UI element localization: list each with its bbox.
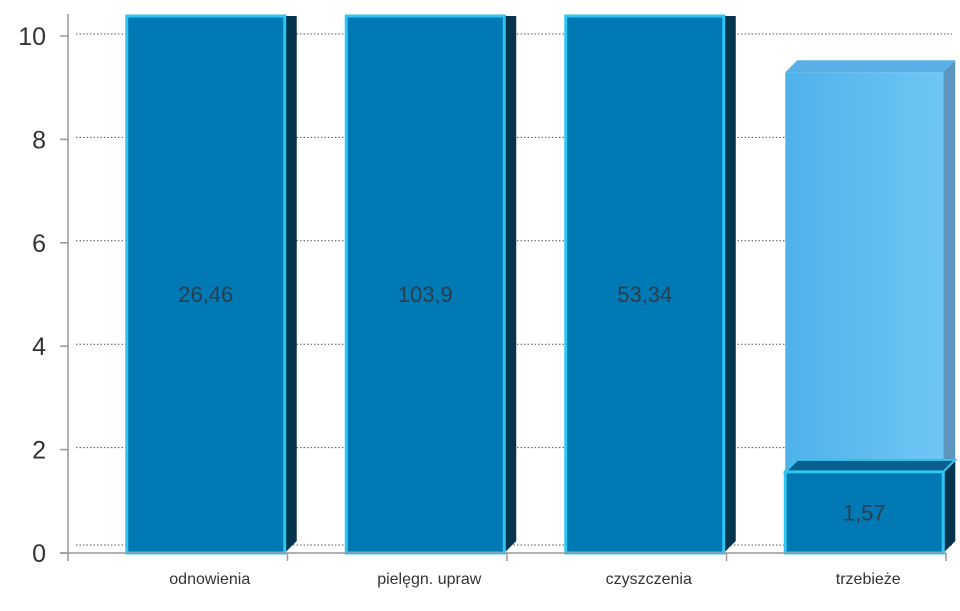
bar-top xyxy=(782,458,958,473)
bar-side xyxy=(284,16,297,553)
y-tick-label: 2 xyxy=(32,437,46,465)
data-label: 53,34 xyxy=(617,282,672,307)
x-tick-label: trzebieże xyxy=(836,571,901,588)
axes xyxy=(60,14,947,561)
labels: 26,46 odnowienia 103,9 pielęgn. upraw 53,34 c… xyxy=(18,23,901,588)
y-tick-label: 4 xyxy=(32,333,46,361)
bar xyxy=(783,470,945,555)
y-tick-label: 10 xyxy=(18,23,46,51)
background-bar-top xyxy=(785,60,956,73)
bar xyxy=(344,14,506,555)
data-label: 103,9 xyxy=(398,282,453,307)
y-tick-label: 6 xyxy=(32,230,46,258)
data-label: 1,57 xyxy=(843,500,886,525)
bar-side xyxy=(504,16,517,553)
x-tick-label: odnowienia xyxy=(169,571,250,588)
bar-side xyxy=(943,459,956,553)
y-tick-label: 8 xyxy=(32,126,46,154)
x-tick-label: pielęgn. upraw xyxy=(377,571,482,588)
data-label: 26,46 xyxy=(178,282,233,307)
bar xyxy=(564,14,726,555)
bars xyxy=(125,14,958,555)
y-tick-label: 0 xyxy=(32,540,46,568)
background-bar-side xyxy=(943,60,956,553)
bar xyxy=(125,14,287,555)
x-tick-label: czyszczenia xyxy=(606,571,692,588)
bar-side xyxy=(723,16,736,553)
